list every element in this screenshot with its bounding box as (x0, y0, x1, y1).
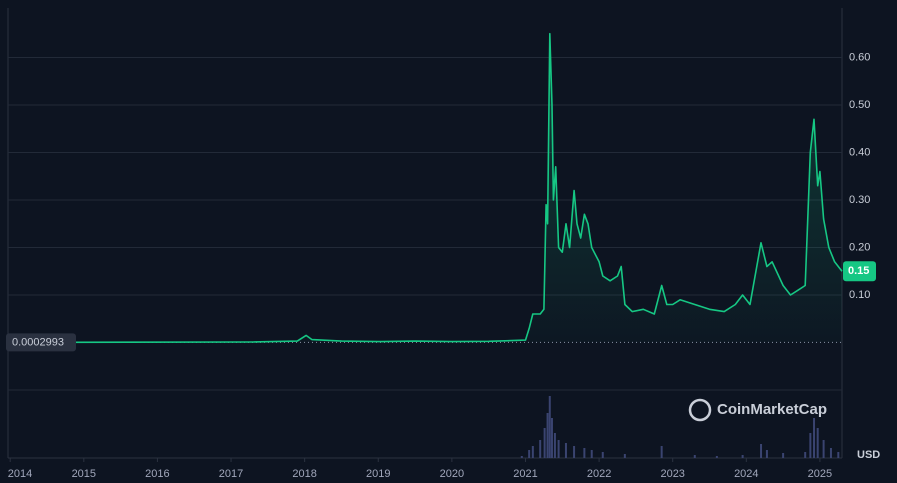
x-tick-label: 2014 (8, 468, 32, 480)
y-tick-label: 0.40 (849, 146, 870, 158)
volume-bar (564, 443, 567, 458)
y-tick-label: 0.10 (849, 289, 870, 301)
x-tick-label: 2019 (366, 468, 390, 480)
volume-bar (539, 440, 542, 458)
current-price-badge: 0.15 (843, 261, 876, 282)
volume-bar (809, 433, 812, 458)
volume-bar (693, 455, 696, 458)
watermark-text: CoinMarketCap (717, 401, 827, 418)
y-tick-label: 0.50 (849, 99, 870, 111)
volume-bar (520, 456, 523, 458)
x-tick-label: 2017 (219, 468, 243, 480)
volume-bar (546, 413, 549, 458)
x-tick-label: 2023 (660, 468, 684, 480)
volume-bar (660, 446, 663, 458)
x-tick-label: 2024 (734, 468, 758, 480)
volume-bar (550, 418, 553, 458)
volume-bar (760, 444, 763, 458)
volume-bar (531, 446, 534, 458)
volume-bar (837, 452, 840, 458)
volume-bar (822, 440, 825, 458)
volume-bar (553, 433, 556, 458)
x-tick-label: 2025 (808, 468, 832, 480)
volume-bar (543, 428, 546, 458)
volume-bar (557, 440, 560, 458)
volume-bar (548, 396, 551, 458)
volume-bar (715, 456, 718, 458)
x-tick-label: 2016 (145, 468, 169, 480)
volume-bar (813, 418, 816, 458)
volume-bar (829, 448, 832, 458)
volume-bar (583, 448, 586, 458)
price-area (8, 33, 842, 343)
currency-label: USD (857, 449, 880, 461)
current-price-label: 0.15 (848, 265, 869, 277)
start-price-label: 0.0002993 (12, 336, 64, 348)
y-tick-label: 0.60 (849, 51, 870, 63)
y-tick-label: 0.20 (849, 241, 870, 253)
badge-bg (843, 261, 876, 282)
volume-bar (741, 455, 744, 458)
badge-bg (6, 333, 76, 352)
volume-bar (782, 453, 785, 458)
x-tick-label: 2018 (292, 468, 316, 480)
watermark: CoinMarketCap (688, 398, 827, 422)
x-tick-label: 2022 (587, 468, 611, 480)
volume-bar (590, 450, 593, 458)
volume-bar (623, 454, 626, 458)
price-line (7, 32, 843, 344)
volume-bar (528, 450, 531, 458)
volume-bar (573, 446, 576, 458)
volume-bar (804, 452, 807, 458)
x-tick-label: 2020 (440, 468, 464, 480)
volume-bar (601, 452, 604, 458)
x-tick-label: 2021 (513, 468, 537, 480)
start-price-badge: 0.0002993 (6, 333, 76, 352)
volume-bar (765, 450, 768, 458)
y-tick-label: 0.30 (849, 194, 870, 206)
x-tick-label: 2015 (72, 468, 96, 480)
volume-bar (816, 428, 819, 458)
